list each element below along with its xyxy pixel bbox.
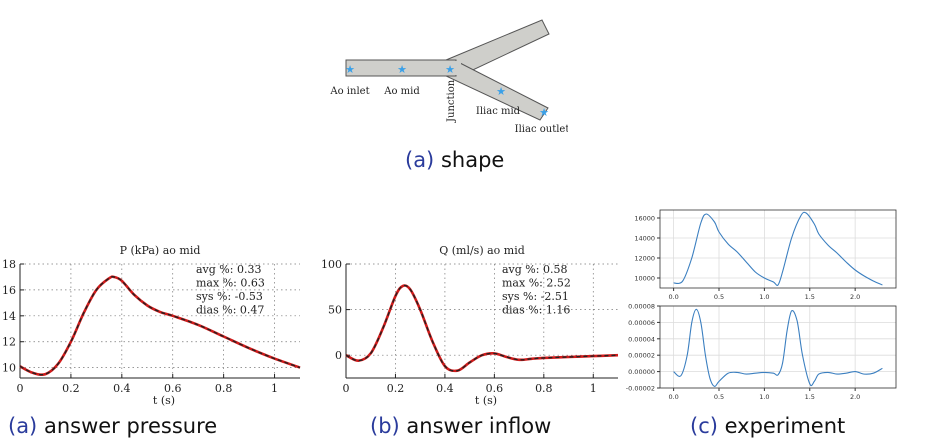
label-ao-inlet: Ao inlet (329, 86, 369, 97)
caption-inflow: (b) answer inflow (370, 414, 551, 438)
x-tick-label: 1.5 (805, 393, 815, 401)
stats-annotation: dias %: 0.47 (196, 304, 264, 317)
x-tick-label: 0 (343, 382, 350, 395)
x-tick-label: 0.5 (714, 393, 724, 401)
plot-frame (659, 305, 897, 389)
y-tick-label: 0.00000 (628, 368, 655, 376)
marker-ao-mid: ★ (397, 63, 407, 76)
y-tick-label: 10000 (634, 275, 655, 283)
label-iliac-outlet: Iliac outlet (515, 124, 568, 135)
inflow-chart: Q (ml/s) ao mid 0 0.2 0.4 0.6 0.8 1 0 50 100 t (s)… (321, 244, 619, 407)
caption-text: experiment (724, 414, 846, 438)
y-tick-label: 10 (2, 362, 16, 375)
stats-annotation: avg %: 0.33 (196, 263, 261, 276)
x-tick-label: 1 (590, 382, 597, 395)
y-tick-label: 12000 (634, 255, 655, 263)
x-tick-label: 0.5 (714, 293, 724, 301)
answer-series-line (19, 275, 301, 376)
caption-text: shape (440, 148, 505, 172)
x-tick-label: 0.6 (486, 382, 504, 395)
x-tick-label: 0.6 (164, 382, 182, 395)
y-tick-label: 0.00008 (628, 303, 655, 311)
y-tick-label: 0.00004 (628, 335, 655, 343)
stats-annotation: avg %: 0.58 (502, 263, 567, 276)
stats-annotation: max %: 0.63 (196, 277, 265, 290)
x-axis-label: t (s) (153, 394, 175, 407)
label-junction: Junction (446, 79, 457, 123)
x-tick-label: 0.4 (113, 382, 131, 395)
vessel-shape-diagram: ★ ★ ★ ★ ★ Ao inlet Ao mid Junction Iliac… (329, 19, 568, 135)
y-tick-label: -0.00002 (626, 385, 655, 393)
marker-junction: ★ (445, 63, 455, 76)
caption-label: (a) (405, 148, 435, 172)
marker-iliac-mid: ★ (496, 85, 506, 98)
chart-title: Q (ml/s) ao mid (439, 244, 525, 257)
experiment-series-line (673, 308, 883, 387)
y-tick-label: 100 (321, 258, 342, 271)
reference-series-line (345, 284, 619, 373)
caption-pressure: (a) answer pressure (8, 414, 217, 438)
caption-experiment: (c) experiment (690, 414, 845, 438)
stats-annotation: dias %: 1.16 (502, 304, 570, 317)
y-tick-label: 14000 (634, 235, 655, 243)
y-tick-label: 0 (335, 349, 342, 362)
y-tick-label: 16000 (634, 215, 655, 223)
y-tick-label: 12 (2, 336, 16, 349)
answer-series-line (345, 284, 619, 372)
x-tick-label: 0.8 (535, 382, 553, 395)
y-tick-label: 18 (2, 258, 16, 271)
y-tick-label: 16 (2, 284, 16, 297)
x-tick-label: 0 (17, 382, 24, 395)
marker-iliac-outlet: ★ (539, 106, 549, 119)
experiment-flow-chart: 0.0 0.5 1.0 1.5 2.0 0.00008 0.00006 0.00004 0.00… (626, 303, 897, 401)
x-tick-label: 0.0 (668, 293, 678, 301)
x-tick-label: 0.2 (62, 382, 80, 395)
x-tick-label: 1.5 (805, 293, 815, 301)
caption-text: answer inflow (406, 414, 552, 438)
x-tick-label: 2.0 (850, 393, 860, 401)
x-tick-label: 1 (271, 382, 278, 395)
marker-ao-inlet: ★ (345, 63, 355, 76)
pressure-chart: P (kPa) ao mid 0 0.2 0.4 0.6 0.8 1 10 12 14 16 18 t … (2, 244, 301, 407)
plot-frame (659, 209, 897, 289)
caption-label: (a) (8, 414, 38, 438)
experiment-series-line (673, 211, 883, 286)
chart-title: P (kPa) ao mid (120, 244, 201, 257)
caption-text: answer pressure (43, 414, 218, 438)
caption-label: (b) (370, 414, 400, 438)
stats-annotation: sys %: -2.51 (502, 290, 569, 303)
x-tick-label: 1.0 (759, 293, 769, 301)
y-tick-label: 14 (2, 310, 16, 323)
caption-label: (c) (690, 414, 718, 438)
label-ao-mid: Ao mid (383, 86, 420, 97)
x-axis-label: t (s) (475, 394, 497, 407)
x-tick-label: 0.2 (387, 382, 405, 395)
x-tick-label: 1.0 (759, 393, 769, 401)
y-tick-label: 50 (328, 304, 342, 317)
x-tick-label: 0.4 (436, 382, 454, 395)
stats-annotation: sys %: -0.53 (196, 290, 263, 303)
label-iliac-mid: Iliac mid (476, 106, 521, 117)
caption-shape: (a) shape (405, 148, 504, 172)
x-tick-label: 2.0 (850, 293, 860, 301)
x-tick-label: 0.8 (215, 382, 233, 395)
y-tick-label: 0.00006 (628, 319, 655, 327)
stats-annotation: max %: 2.52 (502, 277, 571, 290)
x-tick-label: 0.0 (668, 393, 678, 401)
experiment-pressure-chart: 0.0 0.5 1.0 1.5 2.0 10000 12000 14000 16000 (634, 209, 897, 301)
y-tick-label: 0.00002 (628, 352, 655, 360)
